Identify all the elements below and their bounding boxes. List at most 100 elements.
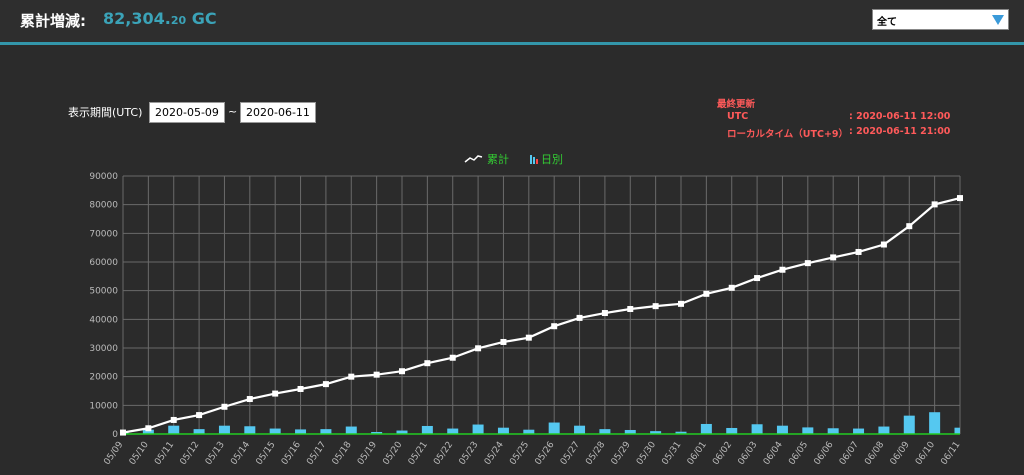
x-tick-label: 05/20 — [381, 440, 404, 467]
utc-label: UTC — [727, 111, 749, 122]
cumulative-point — [728, 284, 735, 291]
cumulative-point — [500, 338, 507, 345]
daily-bar — [218, 425, 230, 434]
y-tick-label: 40000 — [89, 315, 118, 325]
daily-bar — [168, 425, 180, 434]
cumulative-point — [246, 396, 253, 403]
x-tick-label: 06/09 — [889, 440, 912, 467]
cumulative-point — [196, 412, 203, 419]
legend-label-daily: 日別 — [541, 153, 563, 166]
x-tick-label: 05/09 — [102, 440, 125, 467]
cumulative-point — [551, 323, 558, 330]
legend-line-icon — [464, 155, 483, 163]
period-label: 表示期間(UTC) — [68, 106, 143, 119]
daily-bar — [853, 428, 865, 434]
cumulative-point — [652, 303, 659, 310]
cumulative-point — [272, 390, 279, 397]
y-tick-label: 90000 — [89, 172, 118, 182]
daily-bar — [295, 429, 307, 434]
daily-bar — [929, 412, 941, 434]
local-time-label: ローカルタイム（UTC+9） — [727, 129, 849, 140]
daily-bar — [751, 424, 763, 434]
x-tick-label: 05/17 — [305, 440, 328, 467]
daily-bar — [497, 427, 509, 434]
x-tick-label: 05/22 — [432, 440, 455, 467]
top-bar: 累計増減: 82,304.20 GC 全て — [0, 0, 1024, 43]
filter-select[interactable]: 全て — [872, 9, 1009, 30]
daily-bar — [726, 427, 738, 434]
cumulative-point — [779, 266, 786, 273]
cumulative-point — [754, 275, 761, 282]
x-tick-label: 06/06 — [813, 440, 836, 467]
y-tick-label: 0 — [112, 430, 118, 440]
daily-bar — [269, 428, 281, 434]
y-tick-label: 10000 — [89, 401, 118, 411]
y-tick-label: 20000 — [89, 373, 118, 383]
daily-bar — [700, 423, 712, 434]
daily-bar — [371, 431, 383, 434]
y-tick-label: 50000 — [89, 287, 118, 297]
total-change-value: 82,304.20 GC — [103, 9, 217, 28]
x-tick-label: 05/24 — [483, 440, 506, 467]
cumulative-point — [678, 300, 684, 307]
daily-bar — [675, 431, 687, 434]
cumulative-point — [475, 345, 482, 352]
chevron-down-icon[interactable] — [992, 15, 1004, 25]
cumulative-point — [855, 248, 862, 255]
cumulative-point — [348, 373, 355, 380]
x-tick-label: 06/10 — [914, 440, 937, 467]
x-tick-label: 05/15 — [255, 440, 278, 467]
daily-bar — [878, 426, 890, 434]
legend-bar-icon — [536, 159, 538, 164]
daily-bar — [320, 429, 332, 434]
filter-select-value: 全て — [877, 17, 897, 28]
x-tick-label: 05/13 — [204, 440, 227, 467]
x-tick-label: 05/23 — [457, 440, 480, 467]
accent-divider — [0, 42, 1024, 45]
cumulative-point — [576, 314, 583, 321]
cumulative-point — [221, 403, 228, 410]
date-from-input[interactable]: 2020-05-09 — [149, 102, 225, 123]
daily-bar — [548, 422, 560, 434]
x-tick-label: 05/25 — [508, 440, 531, 467]
cumulative-point — [627, 306, 634, 313]
x-tick-label: 06/03 — [736, 440, 759, 467]
cumulative-point — [703, 290, 710, 297]
daily-bar — [472, 424, 484, 434]
daily-bar — [827, 428, 839, 434]
x-tick-label: 05/31 — [660, 440, 683, 467]
x-tick-label: 05/19 — [356, 440, 379, 467]
daily-bar — [776, 425, 788, 434]
legend-label-cumulative: 累計 — [487, 152, 509, 166]
cumulative-point — [804, 260, 811, 267]
date-to-input[interactable]: 2020-06-11 — [240, 102, 316, 123]
x-tick-label: 05/10 — [128, 440, 151, 467]
x-tick-label: 06/07 — [838, 440, 861, 467]
x-tick-label: 05/29 — [610, 440, 633, 467]
daily-bar — [421, 425, 433, 434]
daily-bar — [650, 431, 662, 434]
local-time-value: : 2020-06-11 21:00 — [849, 126, 951, 137]
cumulative-point — [145, 425, 152, 432]
x-tick-label: 06/11 — [939, 440, 962, 467]
x-tick-label: 06/01 — [686, 440, 709, 467]
daily-bar — [244, 426, 256, 434]
y-tick-label: 80000 — [89, 201, 118, 211]
daily-bar — [345, 426, 357, 434]
y-tick-label: 60000 — [89, 258, 118, 268]
cumulative-point — [170, 416, 177, 423]
x-tick-label: 06/05 — [787, 440, 810, 467]
daily-bar — [903, 415, 915, 434]
cumulative-point — [449, 354, 456, 361]
cumulative-point — [525, 334, 532, 341]
daily-bar — [574, 425, 586, 434]
x-tick-label: 05/12 — [178, 440, 201, 467]
x-tick-label: 06/08 — [863, 440, 886, 467]
cumulative-point — [830, 254, 837, 261]
cumulative-point — [322, 381, 329, 388]
cumulative-point — [373, 371, 380, 378]
x-tick-label: 05/28 — [584, 440, 607, 467]
period-separator: ~ — [228, 105, 238, 118]
x-tick-label: 06/04 — [762, 440, 785, 467]
